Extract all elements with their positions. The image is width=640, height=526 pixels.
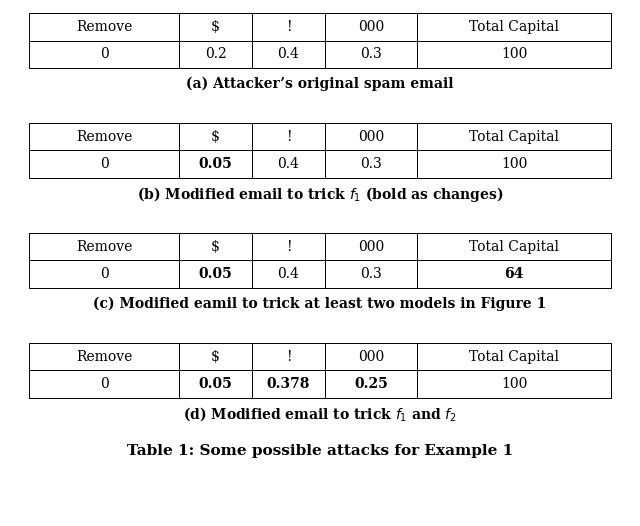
Bar (325, 13, 417, 41)
Text: 0: 0 (100, 377, 108, 391)
Text: Total Capital: Total Capital (469, 130, 559, 144)
Text: $: $ (211, 350, 220, 363)
Bar (417, 13, 611, 41)
Text: 100: 100 (501, 377, 527, 391)
Bar (29, 343, 179, 370)
Text: 000: 000 (358, 20, 384, 34)
Text: 100: 100 (501, 47, 527, 61)
Bar (179, 150, 252, 178)
Text: !: ! (285, 240, 291, 254)
Text: Total Capital: Total Capital (469, 20, 559, 34)
Bar (179, 13, 252, 41)
Text: 0.4: 0.4 (278, 47, 300, 61)
Text: 0.2: 0.2 (205, 47, 227, 61)
Text: Table 1: Some possible attacks for Example 1: Table 1: Some possible attacks for Examp… (127, 444, 513, 458)
Text: 0.05: 0.05 (199, 157, 232, 171)
Bar (417, 233, 611, 260)
Text: 0: 0 (100, 267, 108, 281)
Text: $: $ (211, 20, 220, 34)
Bar (325, 260, 417, 288)
Bar (325, 370, 417, 398)
Bar (179, 370, 252, 398)
Text: 0.378: 0.378 (267, 377, 310, 391)
Bar (252, 370, 325, 398)
Bar (252, 13, 325, 41)
Text: 0.05: 0.05 (199, 377, 232, 391)
Text: !: ! (285, 20, 291, 34)
Bar (29, 13, 179, 41)
Bar (252, 233, 325, 260)
Bar (417, 123, 611, 150)
Text: 0.3: 0.3 (360, 47, 382, 61)
Bar (29, 41, 179, 68)
Bar (29, 260, 179, 288)
Text: 100: 100 (501, 157, 527, 171)
Text: Total Capital: Total Capital (469, 350, 559, 363)
Bar (179, 260, 252, 288)
Text: 0: 0 (100, 157, 108, 171)
Text: 0.05: 0.05 (199, 267, 232, 281)
Bar (325, 343, 417, 370)
Bar (325, 41, 417, 68)
Text: $: $ (211, 130, 220, 144)
Text: 0.3: 0.3 (360, 157, 382, 171)
Text: (a) Attacker’s original spam email: (a) Attacker’s original spam email (186, 77, 454, 92)
Bar (417, 260, 611, 288)
Bar (29, 150, 179, 178)
Text: 64: 64 (504, 267, 524, 281)
Bar (179, 233, 252, 260)
Text: 0.4: 0.4 (278, 157, 300, 171)
Text: Total Capital: Total Capital (469, 240, 559, 254)
Text: 0.4: 0.4 (278, 267, 300, 281)
Text: Remove: Remove (76, 20, 132, 34)
Bar (325, 123, 417, 150)
Text: (d) Modified email to trick $f_1$ and $f_2$: (d) Modified email to trick $f_1$ and $f… (183, 405, 457, 423)
Bar (325, 233, 417, 260)
Bar (29, 123, 179, 150)
Text: 000: 000 (358, 350, 384, 363)
Bar (179, 343, 252, 370)
Bar (417, 150, 611, 178)
Text: Remove: Remove (76, 240, 132, 254)
Bar (179, 123, 252, 150)
Bar (252, 260, 325, 288)
Text: 0.3: 0.3 (360, 267, 382, 281)
Text: 000: 000 (358, 130, 384, 144)
Bar (252, 41, 325, 68)
Bar (29, 233, 179, 260)
Bar (179, 41, 252, 68)
Bar (417, 343, 611, 370)
Bar (252, 150, 325, 178)
Text: 0.25: 0.25 (354, 377, 388, 391)
Bar (325, 150, 417, 178)
Bar (417, 370, 611, 398)
Text: Remove: Remove (76, 130, 132, 144)
Text: !: ! (285, 130, 291, 144)
Text: $: $ (211, 240, 220, 254)
Text: (b) Modified email to trick $f_1$ (bold as changes): (b) Modified email to trick $f_1$ (bold … (137, 185, 503, 204)
Text: (c) Modified eamil to trick at least two models in Figure 1: (c) Modified eamil to trick at least two… (93, 297, 547, 311)
Text: Remove: Remove (76, 350, 132, 363)
Bar (252, 123, 325, 150)
Bar (252, 343, 325, 370)
Bar (29, 370, 179, 398)
Bar (417, 41, 611, 68)
Text: 0: 0 (100, 47, 108, 61)
Text: 000: 000 (358, 240, 384, 254)
Text: !: ! (285, 350, 291, 363)
